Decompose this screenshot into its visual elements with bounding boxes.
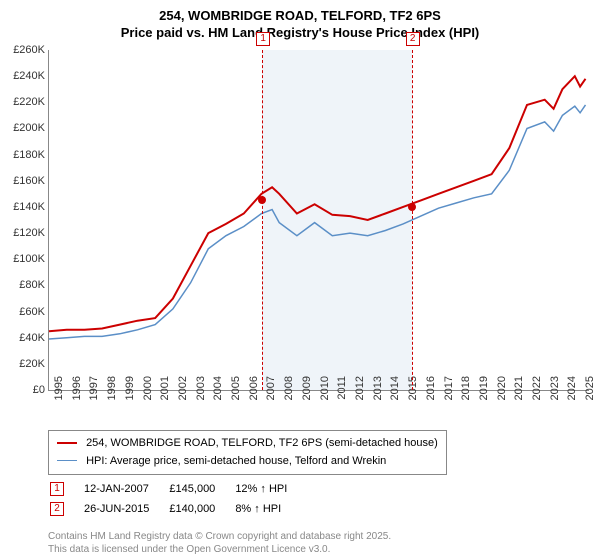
- event-flag-1: 1: [256, 32, 270, 46]
- events-table: 1 12-JAN-2007 £145,000 12% ↑ HPI 2 26-JU…: [48, 478, 307, 520]
- y-tick-label: £260K: [7, 44, 45, 56]
- x-tick-label: 2001: [159, 376, 171, 406]
- x-tick-label: 2014: [389, 376, 401, 406]
- legend-swatch-hpi: [57, 460, 77, 461]
- x-tick-label: 2004: [212, 376, 224, 406]
- footer: Contains HM Land Registry data © Crown c…: [48, 530, 391, 556]
- x-tick-label: 2009: [301, 376, 313, 406]
- chart-subtitle: Price paid vs. HM Land Registry's House …: [0, 25, 600, 40]
- x-tick-label: 2003: [195, 376, 207, 406]
- x-tick-label: 2012: [354, 376, 366, 406]
- x-tick-label: 2007: [265, 376, 277, 406]
- y-tick-label: £40K: [7, 332, 45, 344]
- event-date-2: 26-JUN-2015: [84, 500, 167, 518]
- footer-line-2: This data is licensed under the Open Gov…: [48, 543, 391, 556]
- x-tick-label: 2011: [336, 376, 348, 406]
- event-badge-1: 1: [50, 482, 64, 496]
- chart-plot-area: £0£20K£40K£60K£80K£100K£120K£140K£160K£1…: [48, 50, 589, 391]
- x-tick-label: 1998: [106, 376, 118, 406]
- x-tick-label: 2023: [549, 376, 561, 406]
- y-tick-label: £0: [7, 384, 45, 396]
- x-tick-label: 2020: [496, 376, 508, 406]
- y-tick-label: £80K: [7, 279, 45, 291]
- x-tick-label: 2016: [425, 376, 437, 406]
- legend-swatch-property: [57, 442, 77, 444]
- y-tick-label: £240K: [7, 70, 45, 82]
- event-row-2: 2 26-JUN-2015 £140,000 8% ↑ HPI: [50, 500, 305, 518]
- x-tick-label: 1999: [124, 376, 136, 406]
- x-tick-label: 1997: [88, 376, 100, 406]
- event-badge-2: 2: [50, 502, 64, 516]
- y-tick-label: £60K: [7, 306, 45, 318]
- x-tick-label: 2008: [283, 376, 295, 406]
- y-tick-label: £180K: [7, 149, 45, 161]
- x-tick-label: 2006: [248, 376, 260, 406]
- x-tick-label: 2013: [372, 376, 384, 406]
- event-line-1: 1: [262, 50, 263, 390]
- x-tick-label: 2025: [584, 376, 596, 406]
- legend-label-property: 254, WOMBRIDGE ROAD, TELFORD, TF2 6PS (s…: [86, 437, 438, 449]
- x-tick-label: 1995: [53, 376, 65, 406]
- event-line-2: 2: [412, 50, 413, 390]
- event-dot-2: [408, 203, 416, 211]
- y-tick-label: £220K: [7, 96, 45, 108]
- x-tick-label: 2015: [407, 376, 419, 406]
- x-tick-label: 2021: [513, 376, 525, 406]
- x-tick-label: 2002: [177, 376, 189, 406]
- y-tick-label: £200K: [7, 122, 45, 134]
- legend-box: 254, WOMBRIDGE ROAD, TELFORD, TF2 6PS (s…: [48, 430, 447, 475]
- y-tick-label: £160K: [7, 175, 45, 187]
- chart-title: 254, WOMBRIDGE ROAD, TELFORD, TF2 6PS: [0, 0, 600, 25]
- x-tick-label: 2018: [460, 376, 472, 406]
- event-dot-1: [258, 196, 266, 204]
- legend-item-property: 254, WOMBRIDGE ROAD, TELFORD, TF2 6PS (s…: [57, 435, 438, 453]
- x-tick-label: 2022: [531, 376, 543, 406]
- x-tick-label: 2000: [142, 376, 154, 406]
- y-tick-label: £20K: [7, 358, 45, 370]
- legend-item-hpi: HPI: Average price, semi-detached house,…: [57, 453, 438, 471]
- series-line-property: [49, 76, 586, 331]
- x-tick-label: 2005: [230, 376, 242, 406]
- event-price-2: £140,000: [169, 500, 233, 518]
- x-tick-label: 1996: [71, 376, 83, 406]
- x-tick-label: 2019: [478, 376, 490, 406]
- y-tick-label: £100K: [7, 253, 45, 265]
- y-tick-label: £140K: [7, 201, 45, 213]
- event-delta-1: 12% ↑ HPI: [235, 480, 305, 498]
- event-row-1: 1 12-JAN-2007 £145,000 12% ↑ HPI: [50, 480, 305, 498]
- y-tick-label: £120K: [7, 227, 45, 239]
- x-tick-label: 2024: [566, 376, 578, 406]
- event-price-1: £145,000: [169, 480, 233, 498]
- event-flag-2: 2: [406, 32, 420, 46]
- event-date-1: 12-JAN-2007: [84, 480, 167, 498]
- x-tick-label: 2017: [443, 376, 455, 406]
- legend-label-hpi: HPI: Average price, semi-detached house,…: [86, 455, 386, 467]
- x-tick-label: 2010: [319, 376, 331, 406]
- series-line-hpi: [49, 105, 586, 339]
- footer-line-1: Contains HM Land Registry data © Crown c…: [48, 530, 391, 543]
- event-delta-2: 8% ↑ HPI: [235, 500, 305, 518]
